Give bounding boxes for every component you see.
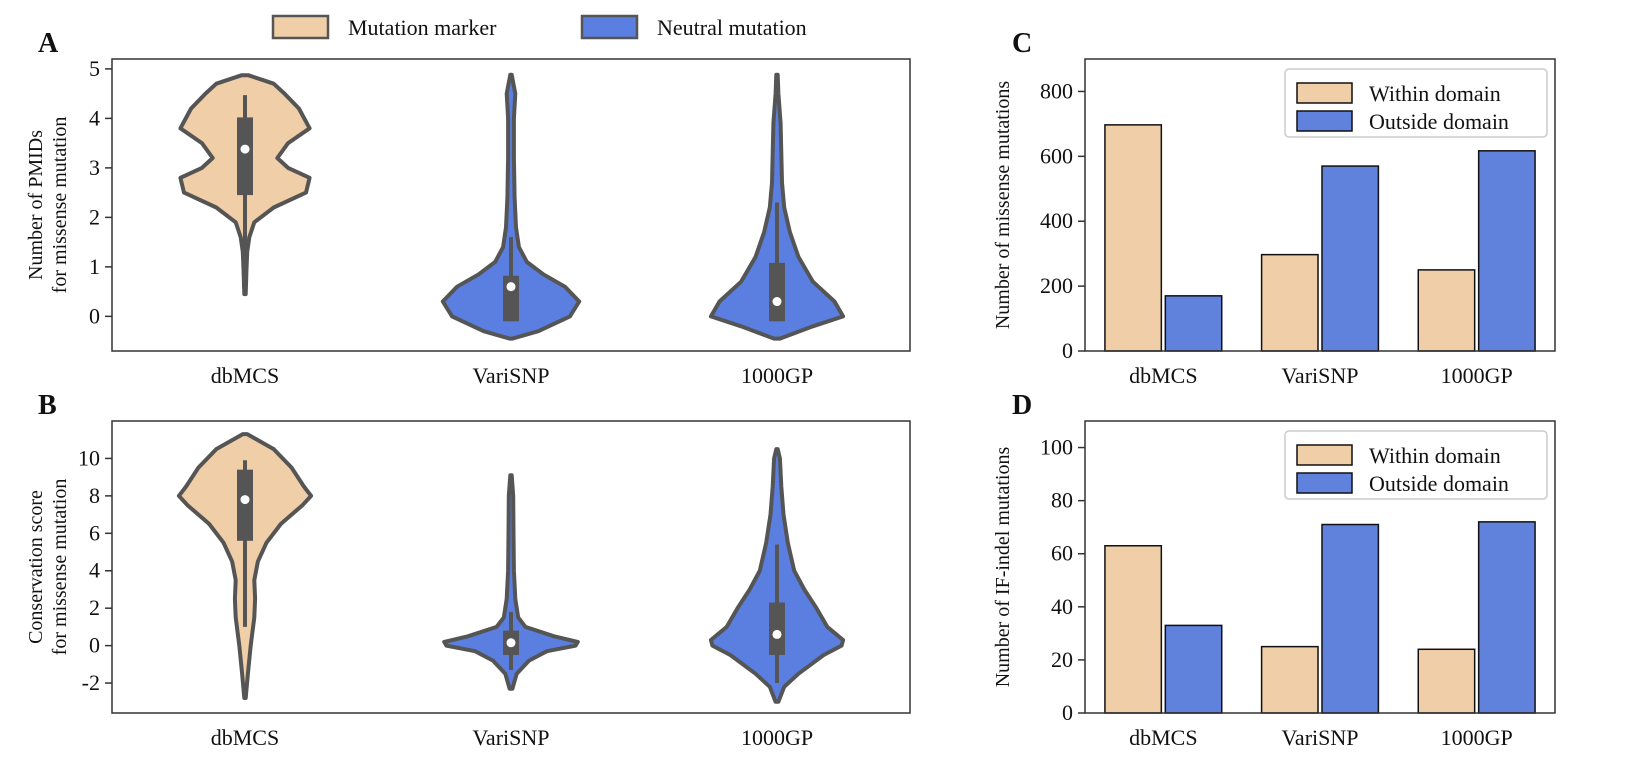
iqr-box-b-dbmcs [237,469,253,541]
panel-c-ytick-label: 600 [1040,143,1073,168]
panel-d-bar-ifindel: 0 20 40 60 80 100 D Number of IF-indel mutation… [992,390,1556,750]
panel-a-ytick-label: 5 [89,56,100,81]
panel-d-ytick-label: 20 [1051,647,1073,672]
bar-c-varisnp-outside-domain [1321,165,1380,352]
xtick-label-d-varisnp: VariSNP [1281,725,1358,750]
violin-b-varisnp [442,473,580,691]
legend-swatch-neutral-mutation [580,14,639,40]
bar-c-varisnp-within-domain [1260,253,1319,352]
legend-label-c-within-domain: Within domain [1369,81,1501,106]
panel-label-c: C [1012,28,1032,59]
xtick-label-d-1000gp: 1000GP [1441,725,1513,750]
bar-d-varisnp-within-domain [1260,645,1319,714]
panel-b-ytick-label: 8 [89,483,100,508]
panel-b-ytick-label: 0 [89,633,100,658]
xtick-label-a-varisnp: VariSNP [472,363,549,388]
panel-b-ytick-label: 10 [78,445,100,470]
legend-label-d-within-domain: Within domain [1369,443,1501,468]
panel-d-ytick-label: 100 [1040,435,1073,460]
xtick-label-a-1000gp: 1000GP [741,363,813,388]
bar-c-1000gp-outside-domain [1477,150,1536,352]
legend-label-neutral-mutation: Neutral mutation [657,15,807,40]
panel-label-a: A [38,28,59,59]
iqr-box-b-1000gp [769,602,785,655]
legend-swatch-d-within-domain [1296,444,1353,466]
panel-c-frame [1084,58,1556,352]
legend-swatch-d-outside-domain [1296,472,1353,494]
panel-a-ylabel-line: for missense mutation [49,117,71,294]
panel-a-ytick-label: 4 [89,105,100,130]
panel-a-ytick-label: 3 [89,155,100,180]
median-dot-b-varisnp [506,638,516,648]
median-dot-b-1000gp [772,629,782,639]
panel-b-violin-conservation: -2 0 2 4 6 8 10 B Conservation score for missense… [25,390,911,750]
panel-label-b: B [38,390,57,421]
xtick-label-b-varisnp: VariSNP [472,725,549,750]
iqr-box-a-dbmcs [237,117,253,196]
xtick-label-c-1000gp: 1000GP [1441,363,1513,388]
panel-c-ytick-label: 0 [1062,338,1073,363]
bar-d-dbmcs-within-domain [1104,545,1163,714]
panel-a-violin-pmids: 0 1 2 3 4 5 A Number of PMIDs for missense mutat… [25,28,911,388]
panel-c-ylabel: Number of missense mutations [992,81,1014,330]
panel-a-ytick-label: 2 [89,204,100,229]
panel-b-ytick-label: 2 [89,595,100,620]
panel-b-ytick-label: -2 [82,670,100,695]
panel-b-ytick-label: 6 [89,520,100,545]
panel-label-d: D [1012,390,1032,421]
legend-label-mutation-marker: Mutation marker [348,15,497,40]
median-dot-a-1000gp [772,297,782,307]
median-dot-a-dbmcs [240,144,250,154]
panel-d-ytick-label: 80 [1051,488,1073,513]
panel-b-ylabel-line: for missense mutation [49,479,71,656]
legend-label-d-outside-domain: Outside domain [1369,471,1509,496]
bar-d-dbmcs-outside-domain [1164,624,1223,714]
violin-a-varisnp [440,72,582,341]
iqr-box-a-1000gp [769,262,785,322]
bar-d-varisnp-outside-domain [1321,523,1380,714]
median-dot-b-dbmcs [240,495,250,505]
legend-label-c-outside-domain: Outside domain [1369,109,1509,134]
bar-d-1000gp-within-domain [1417,648,1476,714]
panel-d-ytick-label: 40 [1051,594,1073,619]
xtick-label-b-dbmcs: dbMCS [211,725,279,750]
legend-swatch-c-outside-domain [1296,110,1353,132]
xtick-label-b-1000gp: 1000GP [741,725,813,750]
panel-b-frame [111,420,911,714]
panel-c-ytick-label: 800 [1040,78,1073,103]
panel-d-ytick-label: 0 [1062,700,1073,725]
panel-a-ytick-label: 0 [89,303,100,328]
panel-a-ytick-label: 1 [89,254,100,279]
panel-d-frame [1084,420,1556,714]
panel-b-ylabel-line: Conservation score [25,490,47,644]
median-dot-a-varisnp [506,282,516,292]
bar-c-dbmcs-within-domain [1104,124,1163,352]
panel-c-bar-missense: 0 200 400 600 800 C Number of missense mutatio… [992,28,1556,388]
top-legend: Mutation marker Neutral mutation [271,14,807,40]
xtick-label-a-dbmcs: dbMCS [211,363,279,388]
panel-b-ytick-label: 4 [89,558,100,583]
panel-c-ytick-label: 400 [1040,208,1073,233]
bar-d-1000gp-outside-domain [1477,521,1536,714]
xtick-label-d-dbmcs: dbMCS [1129,725,1197,750]
panel-c-ytick-label: 200 [1040,273,1073,298]
panel-d-ytick-label: 60 [1051,541,1073,566]
panel-a-ylabel-line: Number of PMIDs [25,130,47,280]
xtick-label-c-dbmcs: dbMCS [1129,363,1197,388]
panel-d-ylabel: Number of IF-indel mutations [992,447,1014,688]
bar-c-1000gp-within-domain [1417,269,1476,352]
legend-swatch-mutation-marker [271,14,330,40]
legend-swatch-c-within-domain [1296,82,1353,104]
xtick-label-c-varisnp: VariSNP [1281,363,1358,388]
panel-a-frame [111,58,911,352]
bar-c-dbmcs-outside-domain [1164,295,1223,352]
